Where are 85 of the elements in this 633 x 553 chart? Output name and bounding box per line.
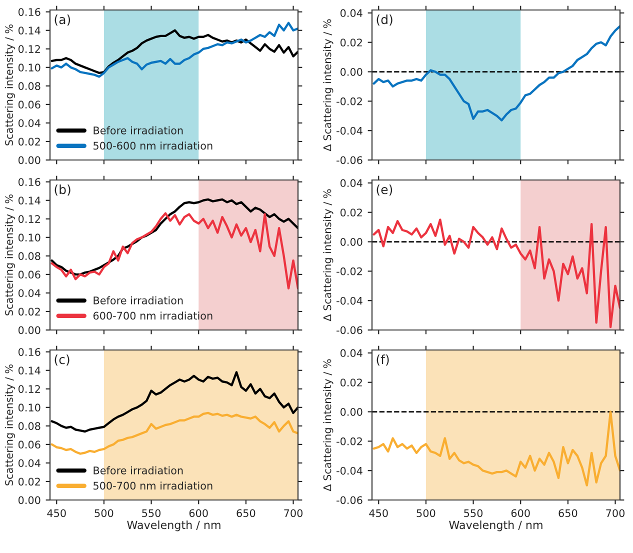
y-axis-title: Δ Scattering intensity / % (323, 189, 334, 322)
y-tick-label: 0.00 (18, 156, 40, 164)
line-series (372, 218, 620, 328)
x-tick-label: 550 (464, 509, 483, 518)
x-tick-label: 450 (369, 509, 388, 518)
x-tick-label: 600 (189, 509, 208, 518)
y-tick-label: 0.02 (18, 478, 40, 486)
line-series (50, 412, 298, 455)
y-tick-label: 0.02 (340, 38, 362, 46)
y-tick-label: 0.04 (18, 459, 40, 468)
y-tick-label: -0.04 (336, 126, 362, 135)
x-tick-label: 650 (236, 509, 256, 518)
y-tick-label: 0.02 (340, 208, 362, 216)
y-tick-label: 0.14 (18, 366, 40, 374)
line-series (50, 371, 298, 433)
y-tick-label: 0.00 (18, 326, 40, 334)
x-tick-label: 700 (284, 509, 303, 518)
y-tick-label: -0.06 (336, 326, 362, 334)
y-tick-label: 0.06 (18, 270, 40, 279)
y-tick-label: 0.00 (340, 68, 362, 76)
line-series (50, 212, 298, 290)
y-tick-label: 0.02 (18, 138, 40, 146)
x-tick-label: 500 (416, 509, 436, 518)
y-axis-title: Scattering intensity / % (4, 194, 15, 316)
y-axis-title: Δ Scattering intensity / % (323, 19, 334, 152)
x-axis-title: Wavelength / nm (127, 520, 220, 532)
y-tick-label: 0.08 (18, 422, 40, 430)
y-tick-label: 0.02 (340, 378, 362, 386)
x-tick-label: 550 (142, 509, 161, 518)
y-axis-title: Δ Scattering intensity / % (323, 359, 334, 492)
y-tick-label: 0.02 (18, 308, 40, 316)
y-tick-label: -0.06 (336, 156, 362, 164)
y-tick-label: -0.04 (336, 296, 362, 305)
y-tick-label: 0.14 (18, 26, 40, 34)
y-tick-label: 0.08 (18, 252, 40, 260)
y-tick-label: 0.16 (18, 8, 40, 16)
y-tick-label: 0.04 (340, 179, 362, 188)
y-tick-label: 0.10 (18, 234, 40, 242)
annotation: (c) (54, 354, 70, 366)
x-tick-label: 600 (511, 509, 530, 518)
y-tick-label: 0.04 (18, 289, 40, 298)
y-tick-label: 0.12 (18, 215, 40, 223)
y-tick-label: -0.04 (336, 466, 362, 475)
legend-label: 500-700 nm irradiation (94, 482, 212, 490)
x-tick-label: 450 (47, 509, 66, 518)
legend-label: 600-700 nm irradiation (93, 312, 212, 320)
y-tick-label: 0.10 (18, 64, 40, 72)
x-tick-label: 650 (558, 509, 578, 518)
y-tick-label: 0.16 (18, 348, 40, 356)
y-tick-label: 0.12 (18, 45, 40, 53)
line-series (50, 198, 298, 276)
line-series (372, 25, 620, 122)
legend-label: Before irradiation (94, 296, 183, 304)
x-tick-label: 700 (606, 509, 625, 518)
y-tick-label: 0.00 (340, 408, 362, 416)
y-tick-label: 0.06 (18, 100, 40, 109)
x-axis-title: Wavelength / nm (449, 520, 542, 532)
legend-label: 500-600 nm irradiation (94, 142, 212, 150)
annotation: (a) (54, 14, 70, 26)
y-tick-label: -0.02 (336, 437, 362, 446)
legend-label: Before irradiation (94, 466, 183, 474)
y-tick-label: 0.04 (18, 119, 40, 128)
y-tick-label: 0.04 (340, 349, 362, 358)
y-tick-label: 0.06 (18, 440, 40, 449)
y-tick-label: 0.04 (340, 9, 362, 18)
legend-label: Before irradiation (94, 126, 183, 134)
y-axis-title: Scattering intensity / % (4, 364, 15, 486)
y-tick-label: -0.02 (336, 97, 362, 106)
y-tick-label: -0.06 (336, 496, 362, 504)
y-tick-label: 0.14 (18, 196, 40, 204)
y-tick-label: 0.16 (18, 178, 40, 186)
y-tick-label: 0.00 (18, 496, 40, 504)
y-axis-title: Scattering intensity / % (4, 24, 15, 146)
x-tick-label: 500 (94, 509, 114, 518)
y-tick-label: 0.00 (340, 238, 362, 246)
y-tick-label: 0.08 (18, 82, 40, 90)
line-series (50, 29, 298, 74)
line-series (372, 410, 620, 486)
y-tick-label: -0.02 (336, 267, 362, 276)
annotation: (f) (376, 354, 389, 366)
annotation: (d) (376, 14, 392, 26)
y-tick-label: 0.10 (18, 404, 40, 412)
annotation: (e) (376, 184, 392, 196)
annotation: (b) (54, 184, 70, 196)
y-tick-label: 0.12 (18, 385, 40, 393)
